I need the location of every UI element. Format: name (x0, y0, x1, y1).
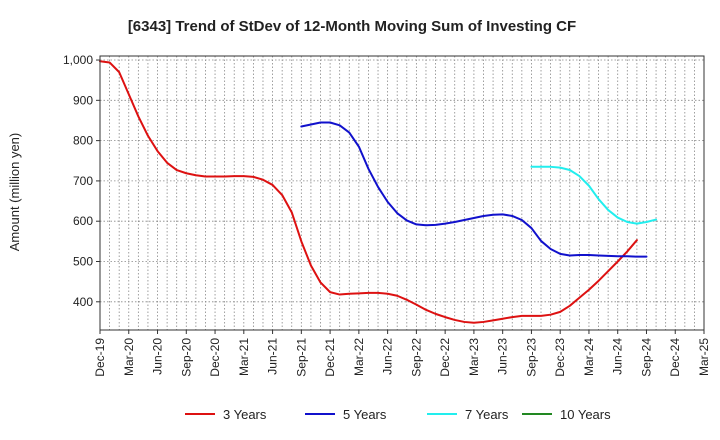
series-line-1 (99, 60, 638, 324)
x-tick-label: Sep-20 (179, 338, 193, 377)
x-tick-label: Jun-22 (381, 338, 395, 375)
y-tick-label: 600 (73, 214, 93, 228)
legend: 3 Years 5 Years 7 Years 10 Years (185, 407, 611, 422)
legend-label: 10 Years (560, 407, 611, 422)
x-tick-label: Mar-25 (697, 338, 711, 376)
x-tick-label: Mar-24 (582, 338, 596, 376)
x-tick-label: Sep-22 (409, 338, 423, 377)
x-tick-label: Mar-23 (467, 338, 481, 376)
grid (100, 56, 704, 330)
x-tick-label: Sep-21 (294, 338, 308, 377)
series-line-3 (530, 165, 658, 225)
y-axis-label: Amount (million yen) (7, 133, 22, 252)
y-tick-label: 400 (73, 295, 93, 309)
axes: 400 500 600 700 800 900 1,000 Dec-19 Mar-20 Jun-2… (63, 53, 711, 377)
x-tick-label: Sep-24 (639, 338, 653, 377)
legend-label: 5 Years (343, 407, 387, 422)
y-tick-label: 1,000 (63, 53, 93, 67)
x-tick-label: Dec-24 (668, 338, 682, 377)
series-line-2 (300, 121, 648, 258)
x-tick-label: Dec-23 (553, 338, 567, 377)
x-tick-label: Dec-19 (93, 338, 107, 377)
x-tick-label: Jun-23 (496, 338, 510, 375)
y-tick-label: 500 (73, 255, 93, 269)
legend-label: 7 Years (465, 407, 509, 422)
chart-title: [6343] Trend of StDev of 12-Month Moving… (128, 18, 576, 35)
x-tick-label: Dec-22 (438, 338, 452, 377)
x-tick-label: Sep-23 (524, 338, 538, 377)
x-tick-label: Dec-20 (208, 338, 222, 377)
x-tick-label: Mar-21 (237, 338, 251, 376)
y-tick-label: 700 (73, 174, 93, 188)
legend-label: 3 Years (223, 407, 267, 422)
x-tick-label: Jun-24 (611, 338, 625, 375)
series-lines (99, 60, 658, 324)
x-tick-label: Jun-20 (151, 338, 165, 375)
x-tick-label: Jun-21 (266, 338, 280, 375)
x-tick-label: Mar-20 (122, 338, 136, 376)
plot-frame (99, 55, 705, 331)
x-tick-label: Mar-22 (352, 338, 366, 376)
y-tick-label: 800 (73, 134, 93, 148)
y-tick-label: 900 (73, 93, 93, 107)
x-tick-label: Dec-21 (323, 338, 337, 377)
